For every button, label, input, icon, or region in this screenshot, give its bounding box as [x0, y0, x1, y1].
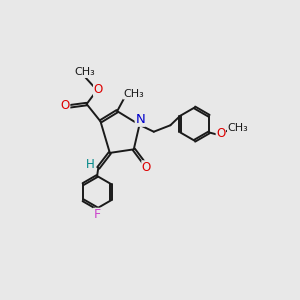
Text: F: F	[94, 208, 101, 221]
Text: O: O	[142, 161, 151, 174]
Text: N: N	[135, 113, 145, 126]
Text: O: O	[216, 127, 226, 140]
Text: H: H	[86, 158, 94, 171]
Text: CH₃: CH₃	[228, 124, 248, 134]
Text: CH₃: CH₃	[123, 89, 144, 99]
Text: O: O	[61, 99, 70, 112]
Text: O: O	[94, 83, 103, 96]
Text: CH₃: CH₃	[74, 68, 95, 77]
